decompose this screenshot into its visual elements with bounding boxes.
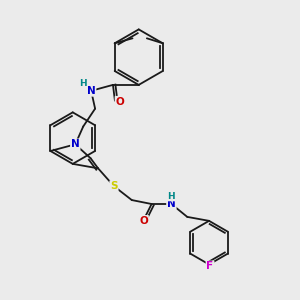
- Text: O: O: [139, 216, 148, 226]
- Text: S: S: [110, 181, 118, 191]
- Text: N: N: [87, 86, 95, 96]
- Text: N: N: [71, 139, 80, 149]
- Text: O: O: [116, 97, 124, 107]
- Text: N: N: [167, 199, 176, 209]
- Text: H: H: [168, 192, 175, 201]
- Text: H: H: [80, 80, 87, 88]
- Text: F: F: [206, 261, 214, 272]
